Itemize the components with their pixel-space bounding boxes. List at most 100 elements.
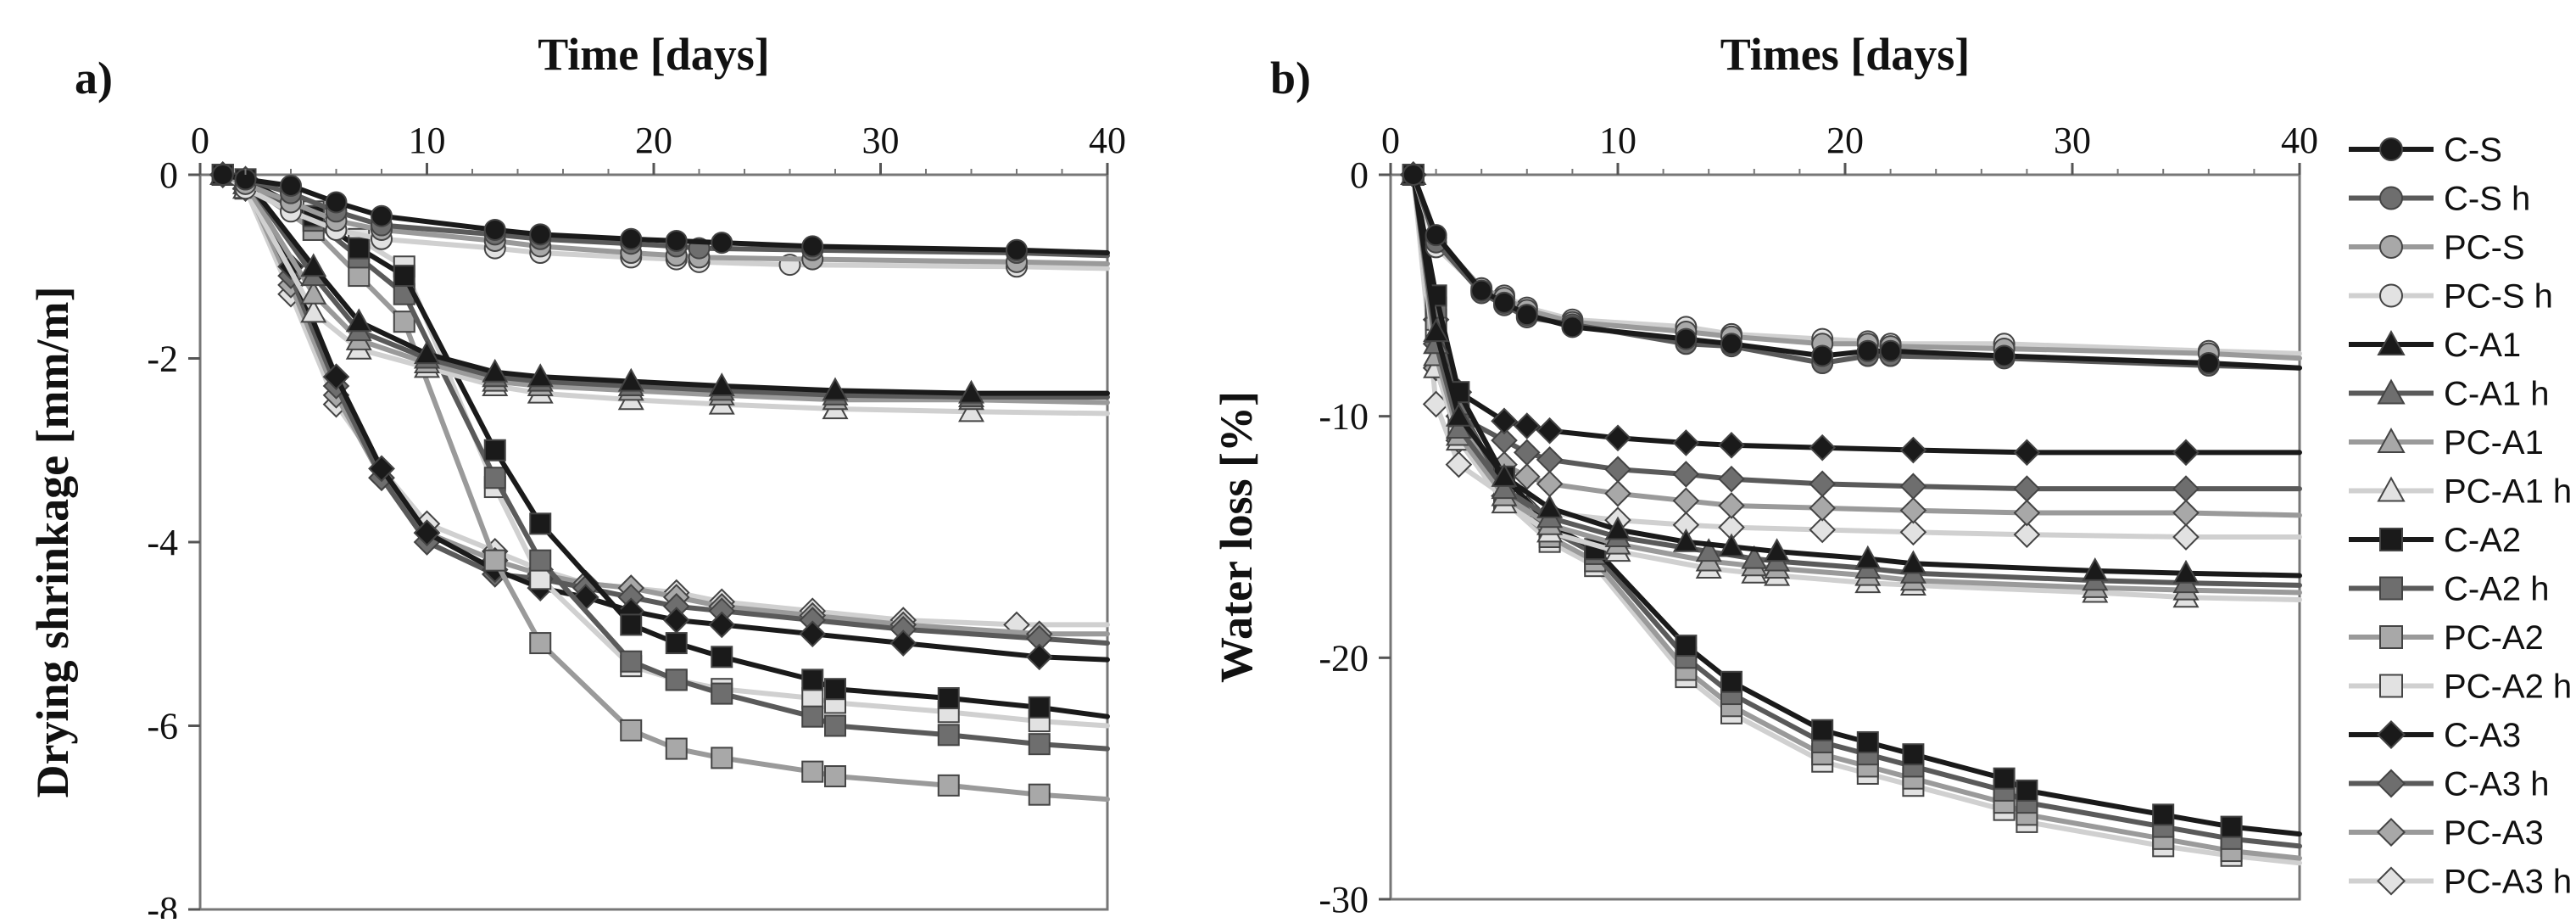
series-line — [1410, 172, 2302, 602]
legend-item: C-A2 h — [2349, 571, 2550, 608]
data-point — [529, 549, 552, 572]
data-point — [1536, 494, 1564, 518]
panel-label-b: b) — [1270, 53, 1311, 103]
data-point — [529, 512, 552, 535]
data-point — [889, 629, 917, 657]
x-tick-label: 40 — [1089, 120, 1126, 161]
x-tick-label: 40 — [2281, 120, 2318, 161]
data-point — [711, 232, 733, 255]
y-tick-label: -2 — [147, 338, 178, 380]
series-group-b — [1399, 161, 2302, 867]
data-point — [1425, 224, 1447, 247]
data-point — [1809, 516, 1837, 544]
data-point — [1491, 407, 1518, 435]
data-point — [325, 191, 348, 214]
data-point — [1445, 402, 1472, 427]
data-point — [2220, 815, 2243, 838]
legend-marker — [2379, 576, 2403, 601]
series-c-a1 — [1400, 161, 2302, 584]
data-point — [801, 668, 824, 691]
legend-marker — [2377, 378, 2406, 405]
x-tick-label: 0 — [1381, 120, 1400, 161]
legend-label: C-S h — [2444, 181, 2530, 218]
y-axis-title-a: Drying shrinkage [mm/m] — [27, 287, 78, 798]
data-point — [1809, 470, 1837, 498]
data-point — [1604, 456, 1631, 484]
data-point — [1718, 432, 1745, 459]
legend-marker — [2377, 476, 2406, 502]
legend-label: C-A2 h — [2444, 571, 2550, 608]
data-point — [1672, 429, 1700, 456]
data-point — [1720, 333, 1742, 355]
data-point — [1491, 462, 1518, 487]
data-point — [1604, 516, 1631, 540]
data-point — [529, 632, 552, 655]
data-point — [2013, 439, 2041, 467]
legend-item: PC-S — [2349, 229, 2525, 266]
ticks-group-b: 0 10 20 30 40 0 -10 -20 -30 — [1319, 120, 2318, 920]
x-tick-label: 30 — [862, 120, 900, 161]
data-point — [2013, 475, 2041, 502]
data-point — [483, 549, 506, 572]
legend-label: PC-A2 — [2444, 619, 2544, 657]
data-point — [280, 174, 302, 197]
legend-item: C-A1 — [2349, 327, 2521, 364]
data-point — [1493, 291, 1515, 314]
data-point — [620, 613, 643, 636]
x-tick-label: 20 — [635, 120, 672, 161]
data-point — [1899, 473, 1927, 501]
data-point — [527, 363, 554, 388]
legend-item: PC-A2 h — [2349, 668, 2572, 706]
y-tick-label: 0 — [1350, 154, 1369, 196]
data-point — [2152, 803, 2175, 826]
y-tick-label: -8 — [147, 889, 178, 919]
legend-item: C-A3 h — [2349, 766, 2550, 803]
data-point — [801, 760, 824, 783]
data-point — [483, 439, 506, 462]
x-tick-label: 20 — [1826, 120, 1864, 161]
legend-label: C-A3 h — [2444, 766, 2550, 803]
legend-item: PC-A3 — [2349, 814, 2544, 852]
data-point — [1902, 743, 1925, 766]
data-point — [1672, 487, 1700, 515]
data-point — [620, 719, 643, 741]
data-point — [1491, 475, 1518, 500]
data-point — [665, 737, 688, 760]
data-point — [1899, 496, 1927, 524]
data-point — [1764, 538, 1791, 562]
series-line — [220, 172, 1110, 637]
panel-a: 0 10 20 30 40 0 -2 -4 -6 -8 a) Time [days] Drying… — [27, 29, 1126, 923]
data-point — [937, 724, 960, 747]
x-tick-label: 30 — [2054, 120, 2091, 161]
data-point — [2172, 523, 2200, 551]
legend-item: C-A1 h — [2349, 376, 2550, 413]
data-point — [371, 204, 393, 227]
data-point — [1811, 719, 1834, 741]
data-point — [414, 340, 440, 365]
data-point — [1028, 733, 1051, 756]
data-point — [300, 299, 327, 323]
data-point — [1854, 545, 1882, 569]
legend-label: PC-S — [2444, 229, 2525, 266]
legend-label: PC-A1 h — [2444, 473, 2572, 511]
data-point — [1028, 783, 1051, 806]
legend-label: C-A3 — [2444, 717, 2521, 754]
data-point — [801, 687, 824, 710]
data-point — [483, 467, 506, 489]
panel-b: 0 10 20 30 40 0 -10 -20 -30 b) Times [days] Wate… — [1211, 29, 2318, 920]
data-point — [1604, 479, 1631, 507]
x-tick-label: 0 — [191, 120, 209, 161]
data-point — [824, 765, 846, 788]
data-point — [1695, 538, 1722, 562]
legend-marker — [2377, 427, 2406, 453]
series-group-a — [209, 161, 1110, 806]
legend-item: PC-A2 — [2349, 619, 2544, 657]
legend-marker — [2379, 235, 2403, 259]
series-line — [220, 172, 1110, 396]
x-tick-label: 10 — [409, 120, 446, 161]
series-line — [220, 172, 1110, 417]
y-tick-label: -4 — [147, 522, 178, 563]
data-point — [482, 358, 509, 383]
